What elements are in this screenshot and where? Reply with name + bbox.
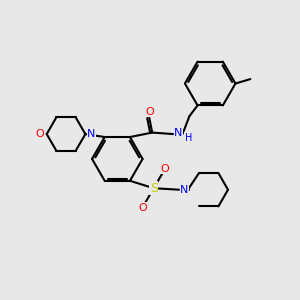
Text: O: O (138, 203, 147, 213)
Text: O: O (36, 129, 45, 139)
Text: O: O (160, 164, 169, 174)
Text: N: N (87, 129, 95, 139)
Text: H: H (185, 133, 192, 142)
Text: O: O (145, 107, 154, 117)
Text: N: N (180, 185, 188, 195)
Text: N: N (174, 128, 183, 139)
Text: S: S (150, 182, 158, 195)
